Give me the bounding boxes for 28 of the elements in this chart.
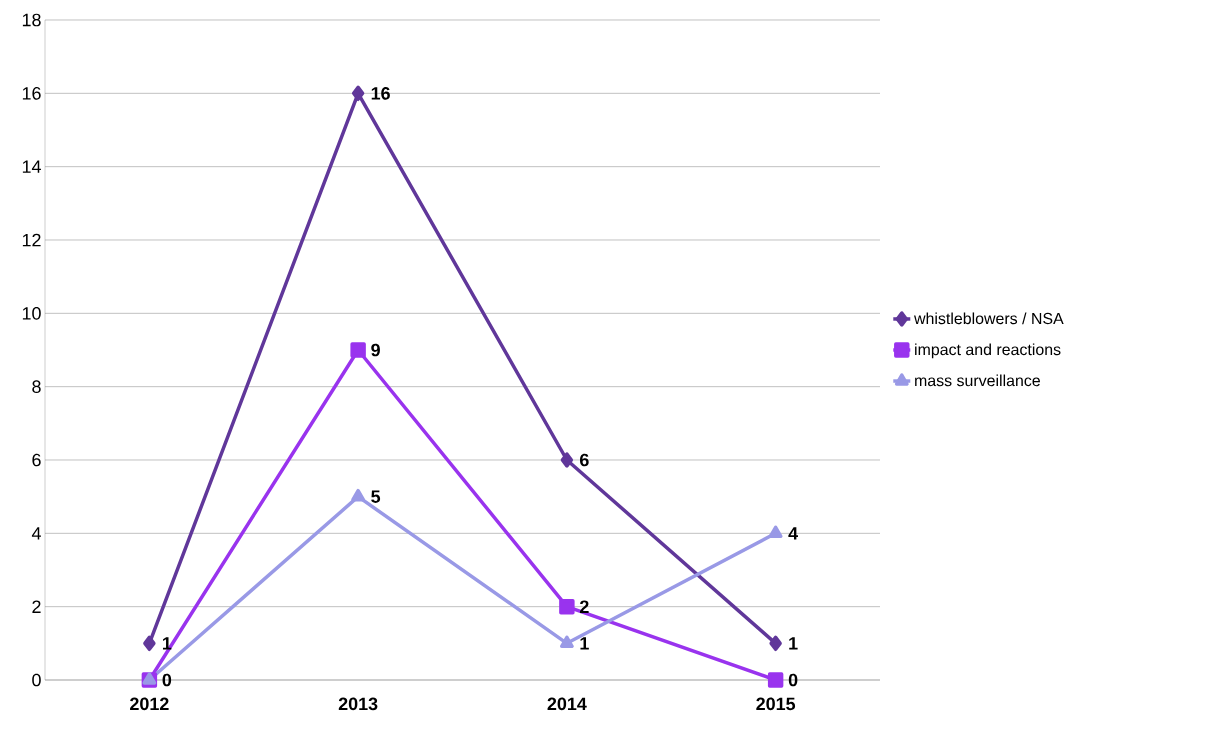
y-tick-label: 16 bbox=[22, 86, 41, 100]
data-label: 0 bbox=[788, 673, 798, 687]
legend-label: whistleblowers / NSA bbox=[914, 312, 1064, 325]
data-label: 16 bbox=[371, 86, 390, 100]
data-label: 5 bbox=[371, 490, 381, 503]
y-tick-label: 2 bbox=[32, 600, 41, 613]
x-tick-label: 2014 bbox=[547, 697, 587, 711]
data-label: 1 bbox=[162, 637, 172, 650]
y-tick-label: 6 bbox=[32, 453, 41, 467]
data-label: 2 bbox=[579, 600, 589, 613]
y-tick-label: 10 bbox=[22, 306, 41, 320]
y-tick-label: 12 bbox=[22, 233, 41, 247]
y-tick-label: 8 bbox=[32, 380, 41, 394]
legend-label: impact and reactions bbox=[915, 343, 1061, 359]
x-tick-label: 2015 bbox=[756, 697, 796, 711]
x-tick-label: 2013 bbox=[338, 697, 378, 711]
legend-label: mass surveillance bbox=[915, 374, 1040, 387]
data-label: 9 bbox=[371, 343, 380, 357]
data-label: 4 bbox=[788, 527, 798, 540]
y-tick-label: 18 bbox=[22, 13, 41, 27]
y-tick-label: 4 bbox=[31, 527, 41, 540]
data-label: 1 bbox=[789, 637, 798, 650]
data-label: 0 bbox=[162, 673, 172, 687]
x-tick-label: 2012 bbox=[130, 697, 169, 711]
y-tick-label: 0 bbox=[32, 673, 41, 687]
data-label: 1 bbox=[580, 637, 589, 650]
y-tick-label: 14 bbox=[22, 160, 41, 173]
data-label: 6 bbox=[580, 453, 589, 467]
